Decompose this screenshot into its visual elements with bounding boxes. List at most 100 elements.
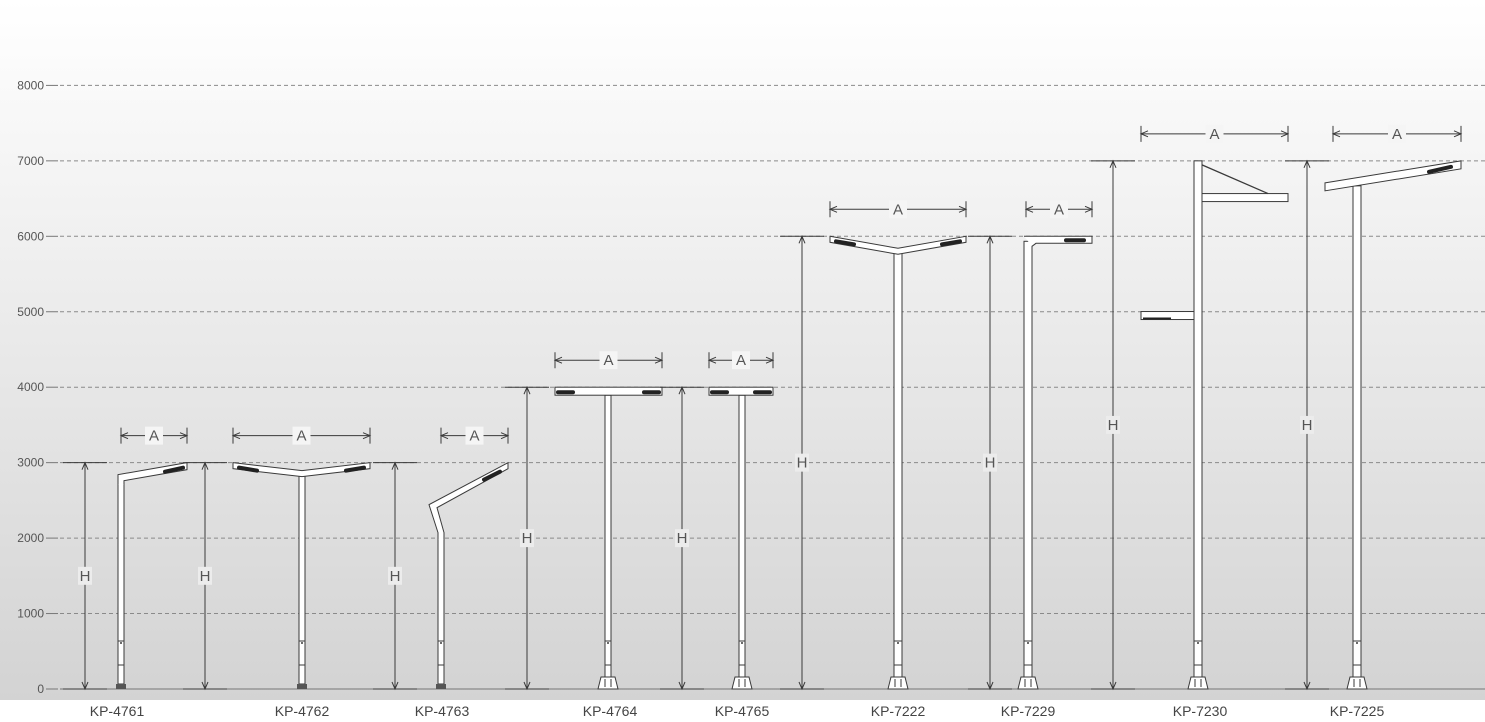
height-label-bg xyxy=(675,529,689,548)
height-label: H xyxy=(1302,417,1313,434)
model-label: KP-7230 xyxy=(1173,703,1228,719)
pole-kp-4762: HA xyxy=(183,426,372,691)
arm-arrow-left xyxy=(553,356,563,364)
pole-base-plate xyxy=(1187,676,1209,690)
pole-base-plate xyxy=(731,676,753,690)
pole-kp-7225: HA xyxy=(1285,124,1463,691)
pole-door xyxy=(298,640,306,666)
pole-kp-4764: HA xyxy=(505,351,664,691)
arm-label: A xyxy=(736,352,746,369)
arm-label-bg xyxy=(889,200,907,219)
pole-door-screw xyxy=(607,642,609,644)
arm-arrow-right xyxy=(958,205,968,213)
arm-arrow-right xyxy=(179,432,189,440)
lamp-head xyxy=(834,239,856,247)
model-label: KP-7225 xyxy=(1330,703,1385,719)
pole-arm xyxy=(708,386,774,396)
lamp-head xyxy=(344,465,366,473)
pole-door xyxy=(1023,640,1033,666)
arm-label-bg xyxy=(145,426,163,445)
arm-label-bg xyxy=(292,426,311,445)
pole-arm xyxy=(1324,160,1462,192)
pole-door-screw xyxy=(741,642,743,644)
height-label-bg xyxy=(983,453,997,472)
pole-base-plate xyxy=(436,684,446,689)
height-label: H xyxy=(1108,417,1119,434)
arm-arrow-right xyxy=(1280,130,1290,138)
pole-base-plate xyxy=(297,684,307,689)
arm-label: A xyxy=(1209,126,1219,143)
pole-arm xyxy=(117,462,188,485)
height-label-bg xyxy=(1300,415,1314,434)
arm-arrow-left xyxy=(707,356,717,364)
pole-arm xyxy=(1201,193,1289,203)
arm-label: A xyxy=(1054,201,1064,218)
arm-label: A xyxy=(1392,126,1402,143)
pole-arm xyxy=(232,462,371,478)
arm-arrow-left xyxy=(828,205,838,213)
arm-arrow-right xyxy=(1084,205,1094,213)
arm-label-bg xyxy=(465,426,484,445)
y-tick-label: 1000 xyxy=(17,607,44,621)
model-label: KP-4762 xyxy=(275,703,330,719)
lamp-head xyxy=(482,469,502,482)
height-label: H xyxy=(985,455,996,472)
pole-base-plate xyxy=(887,676,909,690)
pole-kp-4761: HA xyxy=(63,426,189,691)
pole-door-screw xyxy=(120,642,122,644)
arm-label-bg xyxy=(732,351,750,370)
height-label: H xyxy=(80,568,91,585)
model-label: KP-4764 xyxy=(583,703,638,719)
lamp-head xyxy=(940,239,962,247)
model-label: KP-4763 xyxy=(415,703,470,719)
pole-door-screw xyxy=(301,642,303,644)
pole-door xyxy=(893,640,903,666)
arm-label: A xyxy=(469,428,479,445)
height-label: H xyxy=(797,455,808,472)
y-tick-label: 2000 xyxy=(17,531,44,545)
pole-shaft xyxy=(1023,240,1033,685)
pole-shaft xyxy=(1352,185,1362,685)
arm-arrow-right xyxy=(1453,130,1463,138)
arm-label: A xyxy=(296,428,306,445)
pole-door-screw xyxy=(440,642,442,644)
arm-label: A xyxy=(149,428,159,445)
arm-arrow-left xyxy=(1139,130,1149,138)
arm-arrow-left xyxy=(231,432,241,440)
pole-brace xyxy=(1201,164,1269,195)
arm-label: A xyxy=(893,201,903,218)
y-tick-label: 8000 xyxy=(17,78,44,92)
height-label: H xyxy=(200,568,211,585)
pole-door xyxy=(604,640,612,666)
height-label: H xyxy=(677,530,688,547)
pole-kp-4763: HA xyxy=(373,426,510,691)
arm-label-bg xyxy=(1205,124,1224,143)
height-label-bg xyxy=(1106,415,1120,434)
pole-door-screw xyxy=(897,642,899,644)
pole-door xyxy=(1352,640,1362,666)
y-tick-label: 0 xyxy=(37,682,44,696)
arm-label-bg xyxy=(599,351,618,370)
arm-label: A xyxy=(603,352,613,369)
arm-arrow-left xyxy=(1331,130,1341,138)
pole-arm xyxy=(554,386,663,396)
height-label-bg xyxy=(795,453,809,472)
pole-door-screw xyxy=(1197,642,1199,644)
lamp-head xyxy=(163,465,185,474)
arm-arrow-left xyxy=(1024,205,1034,213)
model-label: KP-7229 xyxy=(1001,703,1056,719)
model-label: KP-4761 xyxy=(90,703,145,719)
pole-base-plate xyxy=(1346,676,1368,690)
y-tick-label: 5000 xyxy=(17,305,44,319)
pole-kp-4765: HA xyxy=(660,351,775,691)
arm-arrow-left xyxy=(119,432,129,440)
height-label-bg xyxy=(78,566,92,585)
y-tick-label: 3000 xyxy=(17,456,44,470)
arm-arrow-right xyxy=(654,356,664,364)
pole-door xyxy=(738,640,746,666)
pole-shaft xyxy=(893,252,903,685)
y-tick-label: 4000 xyxy=(17,380,44,394)
pole-base-plate xyxy=(1017,676,1039,690)
